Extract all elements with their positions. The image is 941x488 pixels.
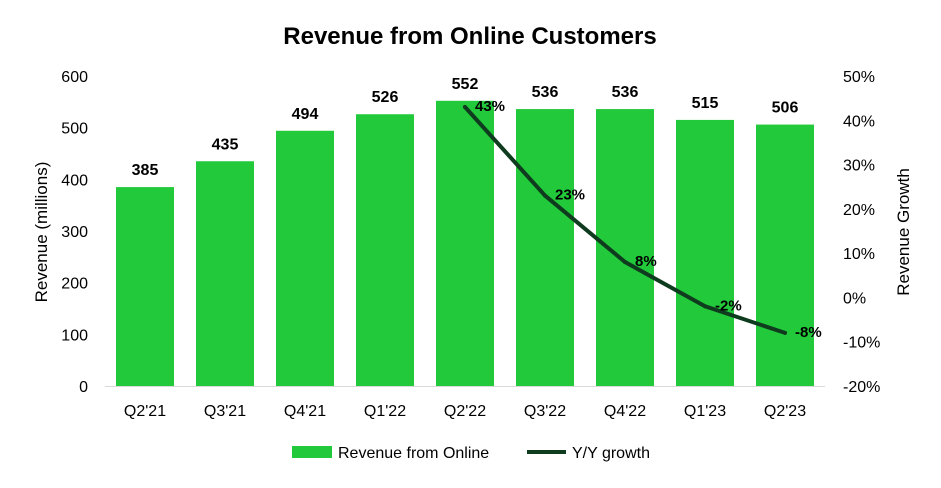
y-tick-5: 500 [61,121,88,138]
x-tick-3: Q1'22 [364,403,406,420]
bar-5 [516,109,574,387]
bar-label-1: 435 [212,136,239,153]
x-tick-6: Q4'22 [604,403,646,420]
legend: Revenue from Online Y/Y growth [292,445,650,462]
axes-group: Q2'21 Q3'21 Q4'21 Q1'22 Q2'22 Q3'22 Q4'22 Q1'23… [61,69,880,420]
y2-tick-7: 50% [843,69,875,86]
growth-point-7 [703,304,707,309]
x-tick-1: Q3'21 [204,403,246,420]
growth-label-6: 8% [635,253,657,270]
legend-label-growth: Y/Y growth [572,445,650,462]
bar-8 [756,124,814,387]
y2-tick-3: 10% [843,246,875,263]
y-tick-3: 300 [61,224,88,241]
growth-label-7: -2% [715,297,742,314]
y-tick-4: 400 [61,172,88,189]
bar-label-0: 385 [132,162,159,179]
growth-label-4: 43% [475,98,505,115]
growth-point-4 [463,105,467,109]
y2-tick-0: -20% [843,379,880,396]
y2-tick-4: 20% [843,202,875,219]
bar-2 [276,130,334,386]
growth-point-5 [543,193,547,198]
bar-label-7: 515 [692,95,719,112]
x-tick-2: Q4'21 [284,403,326,420]
bar-label-6: 536 [612,84,639,101]
y-tick-2: 200 [61,276,88,293]
x-tick-7: Q1'23 [684,403,726,420]
legend-label-revenue: Revenue from Online [338,445,489,462]
bar-3 [356,114,414,386]
y-axis-label: Revenue (millions) [32,162,51,303]
y2-tick-2: 0% [843,290,866,307]
x-tick-8: Q2'23 [764,403,806,420]
bar-label-8: 506 [772,100,799,117]
y-tick-1: 100 [61,327,88,344]
y-tick-6: 600 [61,69,88,86]
bar-label-2: 494 [292,106,319,123]
y2-tick-5: 30% [843,158,875,175]
bar-1 [196,161,254,386]
bar-0 [116,187,174,386]
y2-tick-1: -10% [843,335,880,352]
bar-label-4: 552 [452,76,479,93]
chart-title: Revenue from Online Customers [283,23,656,50]
x-tick-4: Q2'22 [444,403,486,420]
growth-label-8: -8% [795,324,822,341]
bars-group: 385 435 494 526 552 536 536 515 506 [116,76,814,387]
growth-label-5: 23% [555,187,585,204]
y2-axis-label: Revenue Growth [894,168,913,296]
bar-7 [676,119,734,387]
growth-line-group: 43% 23% 8% -2% -8% [463,98,822,341]
bar-label-5: 536 [532,84,559,101]
y2-tick-6: 40% [843,113,875,130]
legend-swatch-revenue [292,446,332,458]
x-tick-0: Q2'21 [124,403,166,420]
growth-point-8 [783,330,787,335]
x-tick-5: Q3'22 [524,403,566,420]
y-tick-0: 0 [79,379,88,396]
growth-point-6 [623,260,627,264]
bar-4 [436,100,494,387]
bar-label-3: 526 [372,89,399,106]
